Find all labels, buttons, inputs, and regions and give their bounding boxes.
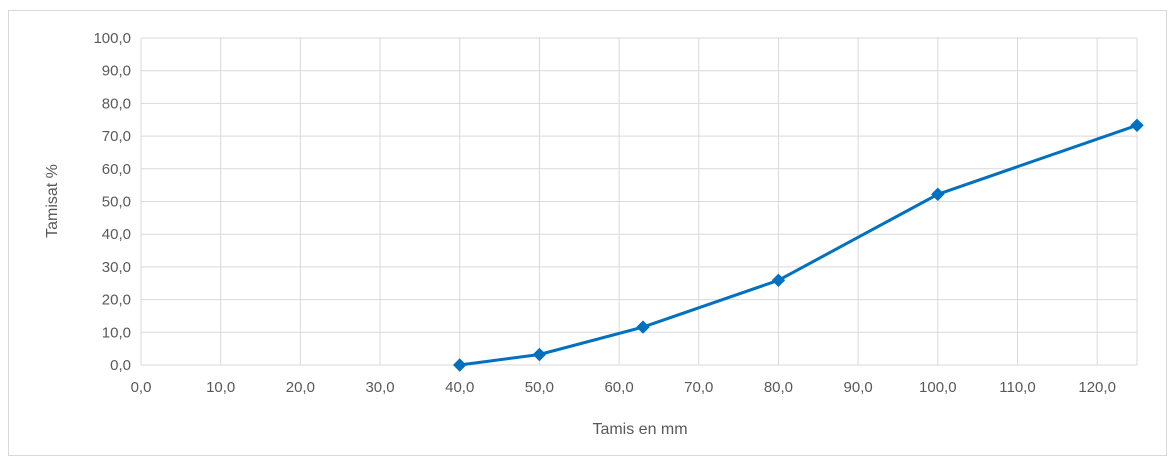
- y-tick-label: 100,0: [93, 30, 131, 47]
- y-tick-label: 0,0: [110, 357, 131, 374]
- data-point-marker: [1130, 118, 1144, 133]
- gridlines: [140, 37, 1138, 366]
- x-tick-label: 90,0: [844, 379, 873, 396]
- y-tick-label: 60,0: [102, 161, 131, 178]
- x-tick-label: 10,0: [206, 379, 235, 396]
- x-tick-label: 110,0: [999, 379, 1035, 396]
- y-tick-label: 40,0: [102, 226, 131, 243]
- x-axis-ticks: 0,0 10,0 20,0 30,0 40,0 50,0 60,0 70,0 80,0 90,0 1…: [131, 379, 1116, 396]
- data-point-marker: [771, 273, 786, 288]
- data-point-marker: [453, 358, 467, 372]
- x-tick-label: 120,0: [1078, 379, 1116, 396]
- y-tick-label: 90,0: [102, 63, 131, 80]
- chart-frame: [8, 10, 1167, 456]
- x-tick-label: 80,0: [764, 379, 793, 396]
- y-tick-label: 20,0: [102, 292, 131, 309]
- y-tick-label: 30,0: [102, 259, 131, 276]
- y-axis-title: Tamisat %: [44, 164, 61, 238]
- x-tick-label: 30,0: [365, 379, 394, 396]
- data-point-marker: [931, 187, 945, 202]
- series-layer: [453, 118, 1144, 372]
- x-tick-label: 40,0: [445, 379, 474, 396]
- data-point-marker: [636, 320, 650, 334]
- y-tick-label: 70,0: [102, 128, 131, 145]
- y-tick-label: 50,0: [102, 194, 131, 211]
- data-point-marker: [532, 347, 547, 362]
- x-tick-label: 100,0: [919, 379, 957, 396]
- y-axis-ticks: 0,0 10,0 20,0 30,0 40,0 50,0 60,0 70,0 80,0 90,0 1…: [93, 30, 131, 374]
- x-axis-title: Tamis en mm: [592, 421, 687, 438]
- y-tick-label: 80,0: [102, 95, 131, 112]
- x-tick-label: 20,0: [286, 379, 315, 396]
- y-tick-label: 10,0: [102, 324, 131, 341]
- x-tick-label: 70,0: [684, 379, 713, 396]
- series-line: [459, 123, 1138, 367]
- x-tick-label: 50,0: [525, 379, 554, 396]
- x-tick-label: 0,0: [131, 379, 152, 396]
- x-tick-label: 60,0: [604, 379, 633, 396]
